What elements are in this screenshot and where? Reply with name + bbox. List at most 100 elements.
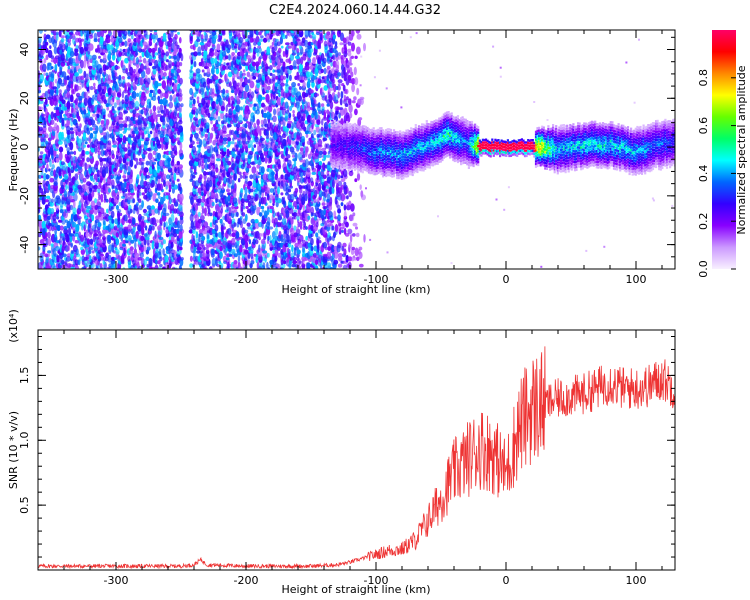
spectrogram-noise-mark	[88, 249, 92, 254]
spectrogram-noise-mark	[63, 31, 69, 36]
spectrogram-noise-mark	[66, 100, 71, 110]
spectrogram-noise-mark	[310, 133, 314, 139]
spectrogram-noise-mark	[42, 63, 47, 72]
spectrogram-noise-mark	[61, 235, 66, 241]
spectrogram-noise-mark	[331, 187, 335, 194]
spectrogram-noise-mark	[163, 222, 166, 228]
spectrogram-noise-mark	[343, 181, 347, 186]
spectrogram-noise-mark	[55, 131, 60, 141]
spectrogram-noise-mark	[55, 31, 59, 36]
spectrogram-noise-mark	[132, 133, 135, 138]
spectrogram-noise-mark	[315, 111, 319, 120]
spectrogram-noise-mark	[246, 222, 251, 227]
spectrogram-noise-mark	[78, 147, 82, 152]
spectrogram-noise-mark	[340, 91, 344, 99]
spectrogram-noise-mark	[154, 230, 157, 239]
spectrogram-noise-mark	[227, 96, 231, 101]
spectrogram-noise-mark	[260, 205, 265, 210]
spectrogram-noise-mark	[337, 85, 341, 91]
spectrogram-noise-mark	[271, 195, 276, 199]
spectrogram-noise-mark	[291, 122, 295, 130]
spectrogram-noise-mark	[274, 227, 279, 236]
spectrogram-noise-mark	[134, 241, 137, 250]
spectrogram-noise-mark	[70, 30, 74, 34]
spectrogram-noise-mark	[317, 102, 321, 109]
spectrogram-noise-mark	[129, 246, 134, 251]
spectrogram-noise-mark	[259, 233, 263, 237]
spectrogram-noise-mark	[102, 212, 107, 217]
spectrogram-noise-mark	[129, 159, 134, 168]
spectrogram-noise-mark	[225, 112, 228, 118]
spectrogram-noise-mark	[73, 150, 77, 156]
spectrogram-noise-mark	[246, 55, 252, 60]
spectrogram-noise-mark	[53, 169, 57, 178]
spectrogram-noise-mark	[70, 47, 74, 54]
spectrogram-noise-mark	[60, 161, 65, 166]
spectrogram-noise-mark	[55, 154, 59, 159]
spectrogram-noise-mark	[201, 222, 204, 228]
spectrogram-noise-mark	[195, 231, 199, 239]
spectrogram-noise-mark	[51, 66, 54, 70]
spectrogram-noise-mark	[132, 56, 136, 65]
spectrogram-noise-mark	[94, 182, 98, 186]
spectrogram-noise-mark	[173, 197, 177, 204]
spectrogram-noise-mark	[75, 92, 81, 98]
spectrogram-noise-mark	[156, 106, 160, 111]
spectrogram-noise-mark	[322, 57, 327, 64]
spectrogram-noise-mark	[195, 108, 199, 116]
spectrogram-noise-mark	[100, 193, 104, 201]
spectrogram-noise-mark	[122, 243, 126, 247]
spectrogram-noise-mark	[149, 109, 153, 115]
spectrogram-noise-mark	[330, 61, 333, 67]
spectrogram-noise-mark	[236, 147, 239, 152]
spectrogram-noise-mark	[178, 149, 184, 157]
spectrogram-noise-mark	[83, 70, 87, 79]
spectrogram-noise-mark	[339, 42, 344, 46]
spectrogram-noise-mark	[55, 106, 60, 111]
spectrogram-noise-mark	[149, 130, 153, 135]
spectrogram-noise-mark	[169, 94, 173, 102]
spectrogram-noise-mark	[75, 45, 79, 50]
spectrogram-noise-mark	[157, 192, 161, 196]
spectrogram-noise-mark	[47, 157, 51, 163]
spectrogram-noise-mark	[91, 250, 95, 254]
spectrogram-noise-mark	[128, 183, 134, 191]
spectrogram-noise-mark	[99, 35, 104, 45]
spectrogram-noise-mark	[58, 140, 63, 145]
spectrogram-noise-mark	[244, 213, 248, 222]
spectrogram-noise-mark	[237, 254, 241, 263]
spectrogram-noise-mark	[329, 59, 333, 63]
spectrogram-noise-mark	[192, 174, 196, 179]
spectrogram-noise-mark	[44, 98, 48, 105]
spectrogram-noise-mark	[343, 248, 347, 256]
spectrogram-noise-mark	[159, 264, 163, 268]
spectrogram-noise-mark	[63, 106, 67, 111]
spectrogram-noise-mark	[312, 57, 316, 65]
spectrogram-noise-mark	[300, 135, 306, 143]
spectrogram-noise-mark	[334, 60, 340, 69]
spectrogram-noise-mark	[66, 112, 72, 119]
spectrogram-noise-mark	[87, 54, 93, 60]
spectrogram-noise-mark	[223, 62, 226, 67]
spectrogram-noise-mark	[69, 34, 73, 39]
spectrogram-noise-mark	[61, 184, 65, 190]
spectrogram-noise-mark	[158, 248, 162, 256]
spectrogram-noise-mark	[231, 52, 236, 56]
spectrogram-noise-mark	[69, 130, 75, 135]
spectrogram-noise-mark	[81, 38, 84, 42]
spectrogram-noise-mark	[260, 137, 265, 141]
spectrogram-noise-mark	[106, 208, 109, 214]
spectrogram-noise-mark	[158, 236, 164, 240]
spectrogram-noise-mark	[85, 264, 90, 268]
spectrogram-noise-mark	[38, 174, 42, 179]
spectrogram-noise-mark	[174, 33, 178, 40]
spectrogram-noise-mark	[337, 214, 341, 222]
spectrogram-noise-mark	[151, 225, 155, 231]
spectrogram-noise-mark	[189, 255, 193, 262]
spectrogram-noise-mark	[165, 221, 168, 228]
spectrogram-noise-mark	[300, 122, 305, 130]
spectrogram-noise-mark	[143, 95, 147, 102]
spectrogram-noise-mark	[141, 161, 145, 165]
spectrogram-noise-mark	[93, 256, 98, 261]
spectrogram-noise-mark	[55, 204, 59, 211]
